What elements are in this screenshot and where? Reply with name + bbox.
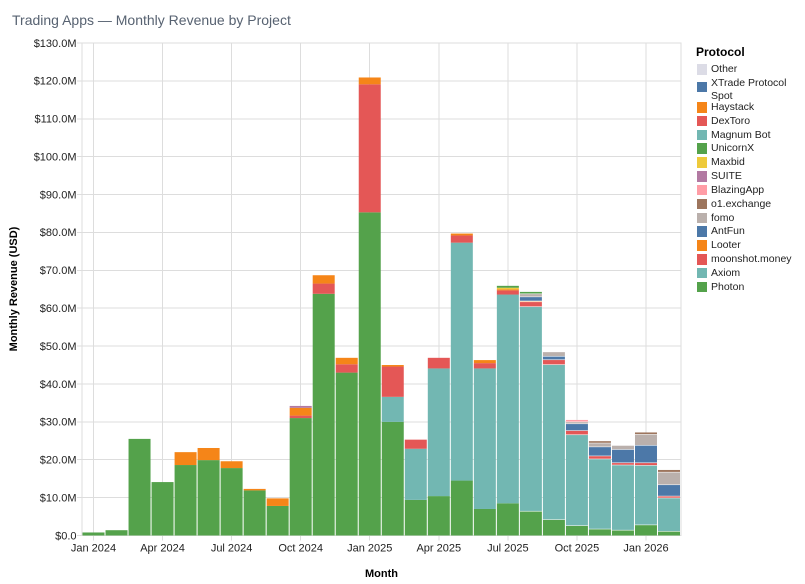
svg-text:Apr 2025: Apr 2025 [416,543,461,555]
svg-text:$90.0M: $90.0M [40,189,77,201]
svg-text:$0.0: $0.0 [55,530,76,542]
svg-text:Jan 2025: Jan 2025 [347,543,392,555]
svg-text:$130.0M: $130.0M [34,38,77,50]
svg-text:$10.0M: $10.0M [40,492,77,504]
svg-text:$30.0M: $30.0M [40,417,77,429]
svg-text:$100.0M: $100.0M [34,151,77,163]
svg-text:Month: Month [365,568,398,580]
svg-text:$70.0M: $70.0M [40,265,77,277]
svg-text:Jul 2025: Jul 2025 [487,543,529,555]
svg-text:Apr 2024: Apr 2024 [140,543,185,555]
svg-text:$40.0M: $40.0M [40,379,77,391]
svg-text:Jul 2024: Jul 2024 [211,543,253,555]
svg-text:$110.0M: $110.0M [35,114,77,126]
svg-text:$60.0M: $60.0M [40,303,77,315]
svg-text:$50.0M: $50.0M [40,341,77,353]
svg-text:Monthly Revenue (USD): Monthly Revenue (USD) [8,226,20,351]
svg-text:Oct 2024: Oct 2024 [278,543,323,555]
svg-text:Protocol: Protocol [696,45,745,59]
svg-text:Oct 2025: Oct 2025 [555,543,600,555]
svg-text:$120.0M: $120.0M [34,76,77,88]
svg-text:$20.0M: $20.0M [40,455,77,467]
svg-text:Jan 2026: Jan 2026 [623,543,668,555]
svg-text:Jan 2024: Jan 2024 [71,543,116,555]
svg-text:$80.0M: $80.0M [40,227,77,239]
